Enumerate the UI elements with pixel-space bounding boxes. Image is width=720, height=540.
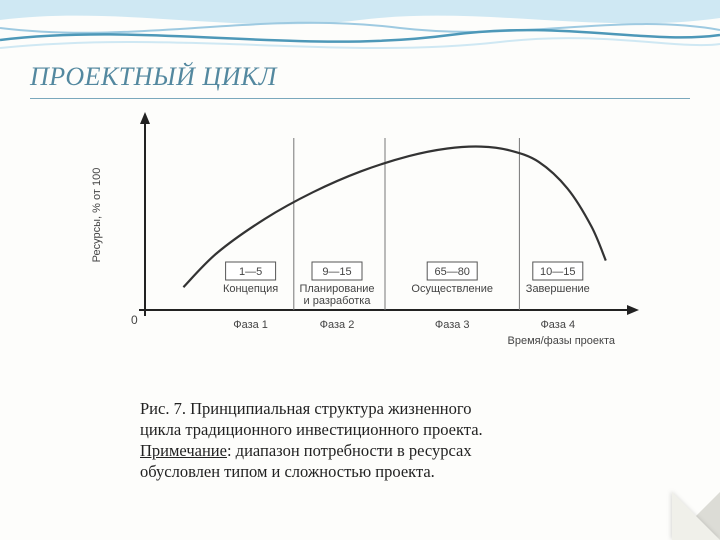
svg-text:Осуществление: Осуществление (411, 283, 493, 295)
figure-caption: Рис. 7. Принципиальная структура жизненн… (140, 398, 610, 482)
slide-title: ПРОЕКТНЫЙ ЦИКЛ (30, 62, 277, 92)
svg-text:Концепция: Концепция (223, 283, 278, 295)
svg-text:Завершение: Завершение (526, 283, 590, 295)
svg-text:Фаза 3: Фаза 3 (435, 319, 470, 331)
svg-text:Фаза 2: Фаза 2 (320, 319, 355, 331)
svg-text:1—5: 1—5 (239, 266, 262, 278)
svg-text:Время/фазы проекта: Время/фазы проекта (508, 335, 616, 347)
caption-line2: цикла традиционного инвестици­онного про… (140, 420, 483, 439)
svg-text:65—80: 65—80 (434, 266, 469, 278)
page-curl (672, 492, 720, 540)
lifecycle-chart: Ресурсы, % от 100 0 1—5 Концепция Фаза 1 9—15… (80, 110, 640, 380)
svg-text:9—15: 9—15 (322, 266, 351, 278)
svg-text:Фаза 4: Фаза 4 (540, 319, 575, 331)
caption-note-label: Примечание (140, 441, 227, 460)
caption-line1: Рис. 7. Принципиальная структура жизненн… (140, 399, 472, 418)
caption-line3: : диапазон потребности в ресурсах (227, 441, 472, 460)
title-underline (30, 98, 690, 99)
svg-text:10—15: 10—15 (540, 266, 575, 278)
svg-text:Ресурсы, % от 100: Ресурсы, % от 100 (91, 168, 103, 263)
svg-text:0: 0 (131, 313, 138, 327)
svg-text:Фаза 1: Фаза 1 (233, 319, 268, 331)
caption-line4: обусловлен типом и сложностью проекта. (140, 462, 435, 481)
svg-text:Планирование: Планирование (299, 283, 374, 295)
decorative-wave (0, 0, 720, 60)
svg-text:и разработка: и разработка (304, 295, 372, 307)
